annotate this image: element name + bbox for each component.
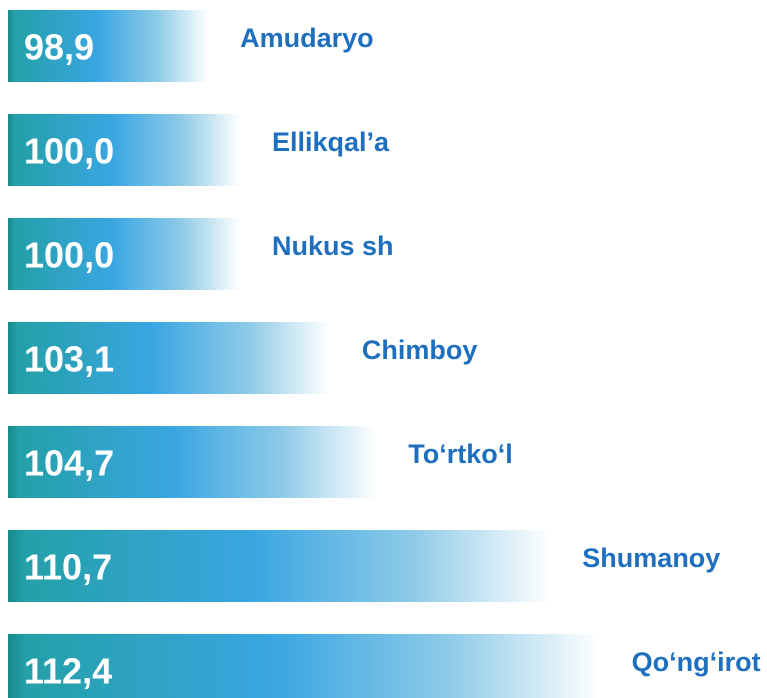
- category-label: Nukus sh: [272, 231, 394, 261]
- bar: [8, 530, 551, 602]
- category-label: Qo‘ng‘irot: [632, 647, 761, 677]
- bar: [8, 426, 377, 498]
- category-label: To‘rtko‘l: [408, 439, 513, 469]
- bar: [8, 218, 240, 290]
- category-label: Ellikqal’a: [272, 127, 390, 157]
- bar: [8, 114, 240, 186]
- value-label: 98,9: [24, 27, 94, 68]
- bar: [8, 10, 209, 82]
- category-label: Amudaryo: [240, 23, 374, 53]
- bar: [8, 322, 330, 394]
- category-label: Shumanoy: [582, 543, 720, 573]
- bar: [8, 634, 600, 698]
- value-label: 103,1: [24, 339, 114, 380]
- value-label: 100,0: [24, 235, 114, 276]
- value-label: 110,7: [24, 547, 112, 588]
- category-label: Chimboy: [362, 335, 478, 365]
- value-label: 104,7: [24, 443, 114, 484]
- value-label: 112,4: [24, 651, 112, 692]
- value-label: 100,0: [24, 131, 114, 172]
